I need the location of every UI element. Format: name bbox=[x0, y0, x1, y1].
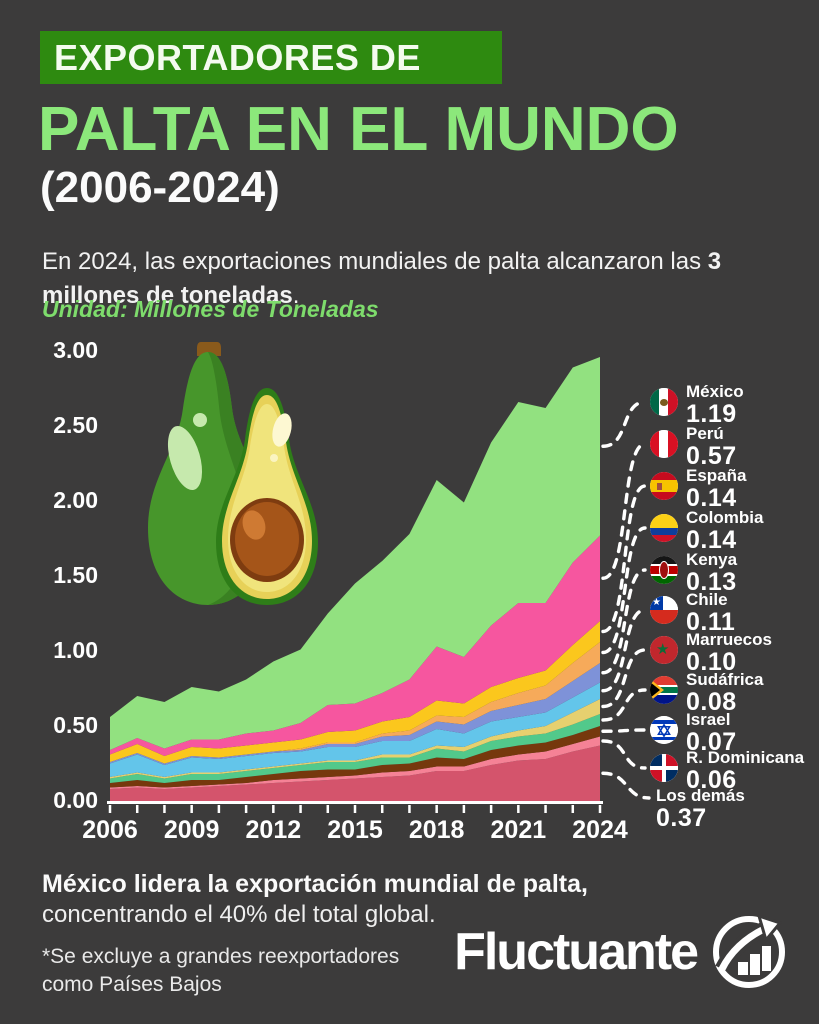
x-tick-label: 2006 bbox=[82, 816, 138, 844]
spain-flag-icon bbox=[650, 472, 678, 500]
footer-highlight-bold: México lidera la exportación mundial de … bbox=[42, 870, 588, 898]
israel-flag-icon bbox=[650, 716, 678, 744]
legend-value: 1.19 bbox=[686, 400, 737, 428]
legend-country: Chile bbox=[686, 590, 728, 609]
y-tick-label: 0.00 bbox=[53, 787, 98, 813]
y-tick-label: 0.50 bbox=[53, 712, 98, 738]
peru-flag-icon bbox=[650, 430, 678, 458]
brand-logo-text: Fluctuante bbox=[454, 923, 699, 981]
x-tick-label: 2021 bbox=[490, 816, 547, 844]
page-title: PALTA EN EL MUNDO bbox=[38, 95, 679, 164]
footnote-line2: como Países Bajos bbox=[42, 973, 222, 996]
intro-bold-phrase: millones de toneladas bbox=[42, 282, 293, 309]
legend-country: Perú bbox=[686, 424, 724, 443]
x-tick-label: 2018 bbox=[408, 816, 465, 844]
morocco-flag-icon: ★ bbox=[650, 636, 678, 664]
legend-value: 0.13 bbox=[686, 568, 737, 596]
y-tick-label: 2.00 bbox=[53, 487, 98, 513]
legend-country: Israel bbox=[686, 710, 731, 729]
kenya-flag-icon bbox=[650, 556, 678, 584]
y-tick-label: 2.50 bbox=[53, 412, 98, 438]
intro-text: En 2024, las exportaciones mundiales de … bbox=[42, 245, 792, 313]
unit-label: Unidad: Millones de Toneladas bbox=[42, 296, 379, 322]
x-tick-label: 2012 bbox=[245, 816, 302, 844]
intro-bold-number: 3 bbox=[707, 248, 722, 275]
footer-highlight-regular: concentrando el 40% del total global. bbox=[42, 901, 436, 928]
brand-logo-icon bbox=[713, 913, 785, 988]
legend-country: México bbox=[686, 382, 744, 401]
legend-value: 0.14 bbox=[686, 484, 737, 512]
x-tick-label: 2024 bbox=[572, 816, 628, 844]
legend-country: Colombia bbox=[686, 508, 764, 527]
y-tick-label: 3.00 bbox=[53, 337, 98, 363]
legend-country: R. Dominicana bbox=[686, 748, 805, 767]
legend-country: Los demás bbox=[656, 786, 745, 805]
legend-value: 0.57 bbox=[686, 442, 737, 470]
kicker-banner: EXPORTADORES DE bbox=[40, 31, 502, 84]
legend-value: 0.08 bbox=[686, 688, 737, 716]
legend-value: 0.37 bbox=[656, 804, 707, 832]
x-tick-label: 2009 bbox=[163, 816, 220, 844]
intro-regular: En 2024, las exportaciones mundiales de … bbox=[42, 248, 708, 275]
legend-country: Kenya bbox=[686, 550, 738, 569]
legend-value: 0.11 bbox=[686, 608, 736, 636]
kicker-text: EXPORTADORES DE bbox=[54, 36, 421, 78]
legend-value: 0.14 bbox=[686, 526, 737, 554]
footnote-line1: *Se excluye a grandes reexportadores bbox=[42, 945, 400, 968]
legend-value: 0.10 bbox=[686, 648, 737, 676]
chile-flag-icon: ★ bbox=[650, 596, 678, 624]
mexico-flag-icon bbox=[650, 388, 678, 416]
x-tick-label: 2015 bbox=[327, 816, 383, 844]
legend-country: Sudáfrica bbox=[686, 670, 764, 689]
intro-period: . bbox=[292, 282, 300, 309]
y-tick-label: 1.50 bbox=[53, 562, 98, 588]
legend-value: 0.07 bbox=[686, 728, 737, 756]
legend-country: Marruecos bbox=[686, 630, 772, 649]
avocado-stem bbox=[197, 342, 221, 356]
avocado-illustration bbox=[148, 342, 318, 605]
dominican-republic-flag-icon bbox=[650, 754, 678, 782]
footnote: *Se excluye a grandes reexportadores com… bbox=[42, 943, 399, 999]
y-tick-label: 1.00 bbox=[53, 637, 98, 663]
legend-value: 0.06 bbox=[686, 766, 737, 794]
subtitle-years: (2006-2024) bbox=[40, 163, 280, 212]
south-africa-flag-icon bbox=[650, 676, 678, 704]
colombia-flag-icon bbox=[650, 514, 678, 542]
legend-country: España bbox=[686, 466, 747, 485]
